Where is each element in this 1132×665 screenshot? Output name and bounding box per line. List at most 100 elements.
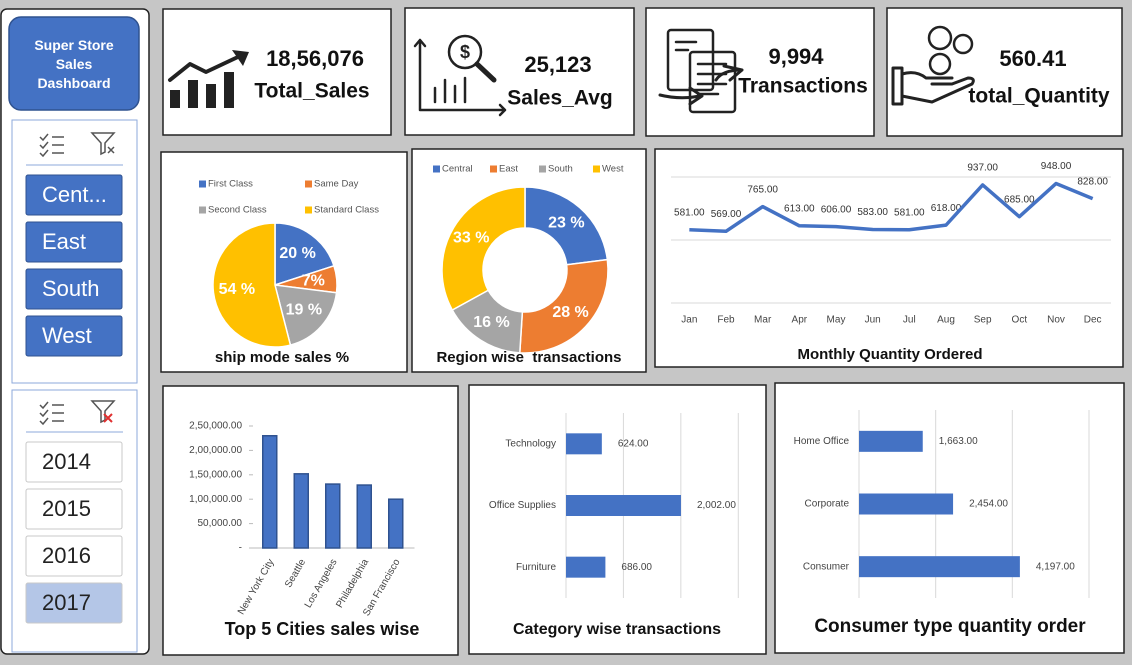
legend-label: East: [499, 164, 518, 175]
y-tick-label: -: [239, 543, 242, 554]
dashboard-title: Super Store Sales Dashboard: [34, 36, 114, 91]
pie-slice: [273, 284, 338, 346]
slicer-item[interactable]: Cent...: [42, 182, 107, 207]
data-label: 618.00: [931, 203, 962, 214]
legend-label: West: [602, 164, 624, 175]
kpi-card: [645, 7, 875, 137]
bar: [859, 430, 923, 452]
y-tick-label: 50,000.00: [198, 518, 243, 529]
data-label: 7%: [302, 273, 325, 290]
kpi-card: [162, 8, 392, 136]
x-tick-label: Apr: [792, 315, 808, 326]
pie-slice: [274, 222, 335, 287]
data-label: 685.00: [1004, 194, 1035, 205]
chart-title: Region wise transactions: [436, 349, 621, 366]
y-tick-label: 1,00,000.00: [189, 494, 242, 505]
line-series: [689, 181, 1094, 234]
chart-panel: [774, 382, 1125, 654]
y-tick-label: Corporate: [805, 499, 850, 510]
slicer-icons: [26, 400, 123, 433]
data-label: 4,197.00: [1036, 561, 1075, 572]
x-tick-label: Dec: [1084, 315, 1102, 326]
x-tick-label: Feb: [717, 315, 735, 326]
avg-icon: $: [413, 34, 507, 117]
y-tick-label: 1,50,000.00: [189, 469, 242, 480]
bar: [325, 483, 341, 549]
slicer-item[interactable]: West: [42, 323, 92, 348]
bar: [262, 435, 278, 549]
legend-swatch: [305, 206, 312, 214]
data-label: 828.00: [1077, 176, 1108, 187]
chart-title: Consumer type quantity order: [814, 616, 1086, 637]
slicer-button[interactable]: [25, 582, 123, 624]
slicer-button[interactable]: [25, 441, 123, 483]
doughnut-segment: [441, 186, 526, 312]
y-tick-label: Consumer: [803, 561, 850, 572]
data-label: 23 %: [548, 214, 584, 231]
legend-label: Central: [442, 164, 473, 175]
bar: [859, 493, 954, 515]
x-tick-label: Jul: [903, 315, 916, 326]
y-tick-label: Technology: [505, 438, 556, 449]
chart-panel: [162, 385, 459, 656]
data-label: 948.00: [1041, 161, 1072, 172]
kpi-value: 18,56,076: [266, 46, 364, 71]
slicer-item[interactable]: 2015: [42, 496, 91, 521]
y-tick-label: Home Office: [794, 436, 850, 447]
legend-label: Second Class: [208, 205, 267, 216]
bar: [566, 433, 602, 455]
slicer-item[interactable]: East: [42, 229, 86, 254]
transactions-icon: [658, 28, 744, 114]
data-label: 2,002.00: [697, 500, 736, 511]
chart-title: ship mode sales %: [215, 349, 349, 366]
data-label: 19 %: [286, 302, 322, 319]
x-tick-label: Oct: [1012, 315, 1028, 326]
slicer-item[interactable]: 2017: [42, 590, 91, 615]
legend-swatch: [433, 165, 440, 173]
title-holder: Super Store Sales Dashboard: [34, 36, 114, 91]
slicer-button[interactable]: [25, 535, 123, 577]
data-label: 581.00: [894, 207, 925, 218]
data-label: 569.00: [711, 209, 742, 220]
y-tick-label: 2,50,000.00: [189, 421, 242, 432]
slicer-item[interactable]: South: [42, 276, 100, 301]
legend-label: Same Day: [314, 179, 359, 190]
data-label: 33 %: [453, 229, 489, 246]
bar: [356, 484, 372, 549]
data-label: 20 %: [279, 245, 315, 262]
slicer-button[interactable]: [25, 488, 123, 530]
kpi-value: 25,123: [524, 52, 591, 77]
chart-title: Category wise transactions: [513, 621, 721, 638]
legend-label: First Class: [208, 179, 253, 190]
data-label: 613.00: [784, 203, 815, 214]
y-tick-label: Office Supplies: [489, 500, 556, 511]
data-label: 54 %: [219, 281, 255, 298]
title-button[interactable]: [8, 16, 140, 111]
slicer-button[interactable]: [25, 268, 123, 310]
slicer-button[interactable]: [25, 315, 123, 357]
legend-label: South: [548, 164, 573, 175]
y-tick-label: Furniture: [516, 562, 556, 573]
chart-title: Top 5 Cities sales wise: [225, 619, 420, 639]
x-tick-label: Jan: [681, 315, 697, 326]
data-label: 583.00: [857, 207, 888, 218]
y-tick-label: 2,00,000.00: [189, 445, 242, 456]
legend-swatch: [593, 165, 600, 173]
chart-panel: [654, 148, 1124, 368]
bar: [859, 556, 1020, 578]
chart-panel: [468, 384, 767, 655]
data-label: 624.00: [618, 438, 649, 449]
data-label: 606.00: [821, 204, 852, 215]
slicer-item[interactable]: 2016: [42, 543, 91, 568]
slicer-button[interactable]: [25, 221, 123, 263]
kpi-value: 560.41: [999, 46, 1066, 71]
kpi-label: Total_Sales: [254, 80, 369, 103]
quantity-icon: [891, 25, 975, 106]
slicer-item[interactable]: 2014: [42, 449, 91, 474]
slicer-button[interactable]: [25, 174, 123, 216]
kpi-card: [404, 7, 635, 136]
legend-label: Standard Class: [314, 205, 379, 216]
data-label: 16 %: [473, 314, 509, 331]
data-label: 2,454.00: [969, 499, 1008, 510]
